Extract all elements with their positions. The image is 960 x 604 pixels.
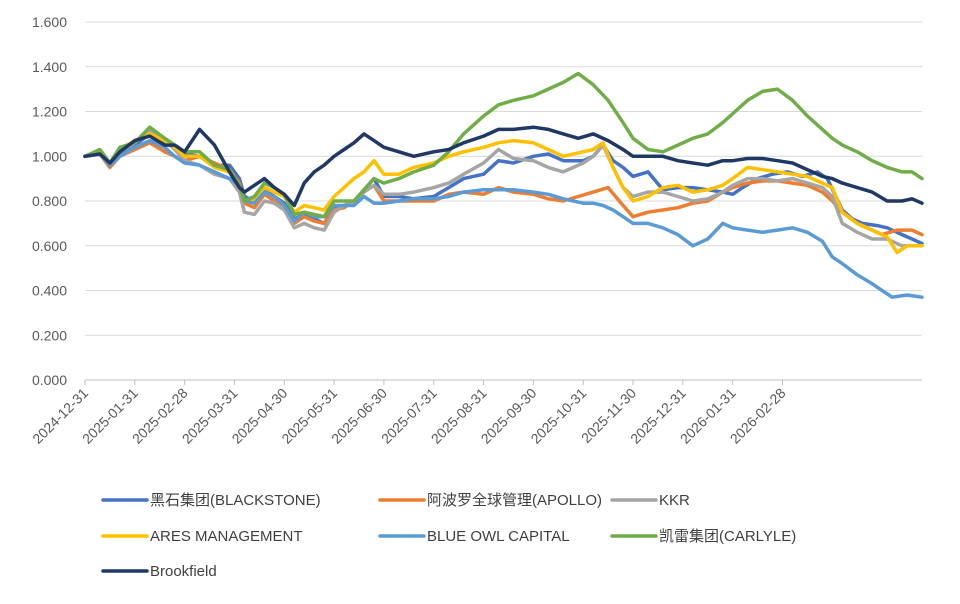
- legend: 黑石集团(BLACKSTONE) 阿波罗全球管理(APOLLO) KKR ARES M…: [101, 491, 796, 580]
- series-lines: [83, 71, 924, 299]
- legend-label-5: 凯雷集团(CARLYLE): [659, 528, 796, 545]
- series-line-5: [83, 71, 924, 219]
- y-grid: [85, 21, 922, 336]
- y-tick-label: 0.200: [32, 327, 67, 343]
- y-tick-label: 0.400: [32, 283, 67, 299]
- y-tick-label: 0.800: [32, 193, 67, 209]
- y-tick-label: 0.600: [32, 238, 67, 254]
- series-line-6: [83, 125, 924, 208]
- legend-label-6: Brookfield: [150, 563, 217, 580]
- legend-label-2: KKR: [659, 492, 690, 509]
- legend-label-4: BLUE OWL CAPITAL: [427, 528, 570, 545]
- y-tick-label: 1.000: [32, 148, 67, 164]
- y-axis: 0.000 0.200 0.400 0.600 0.800 1.000 1.200 1.400…: [32, 14, 67, 388]
- y-tick-label: 1.200: [32, 104, 67, 120]
- legend-label-1: 阿波罗全球管理(APOLLO): [427, 491, 602, 509]
- series-line-4: [83, 138, 924, 299]
- y-tick-label: 0.000: [32, 372, 67, 388]
- y-tick-label: 1.400: [32, 59, 67, 75]
- y-tick-label: 1.600: [32, 14, 67, 30]
- legend-label-3: ARES MANAGEMENT: [150, 528, 303, 545]
- legend-label-0: 黑石集团(BLACKSTONE): [150, 492, 321, 509]
- x-axis: 2024-12-312025-01-312025-02-282025-03-31…: [29, 380, 789, 447]
- series-line-3: [83, 132, 924, 255]
